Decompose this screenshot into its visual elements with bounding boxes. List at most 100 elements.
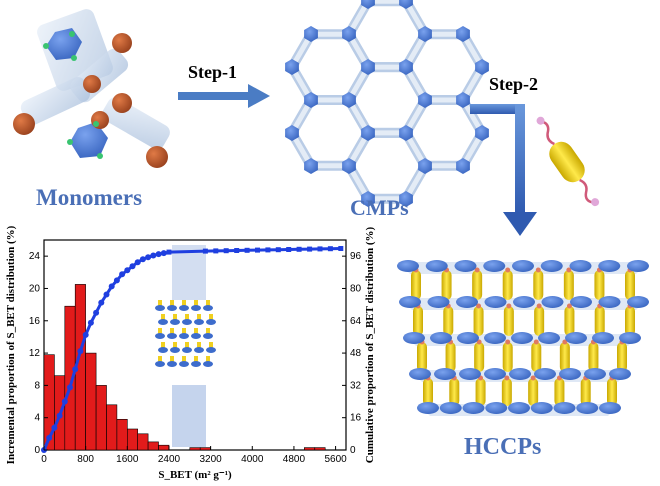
hccp-node bbox=[541, 296, 564, 308]
hccp-rod-cap bbox=[505, 339, 511, 345]
hccp-rod bbox=[443, 306, 454, 336]
hccp-node bbox=[484, 332, 506, 344]
hccp-framework bbox=[397, 260, 649, 416]
inset-hccp bbox=[155, 300, 216, 367]
inset-band-top bbox=[172, 245, 206, 300]
hccp-rod-cap bbox=[505, 267, 511, 273]
hccp-node bbox=[459, 368, 481, 380]
cumulative-point bbox=[255, 247, 260, 253]
cumulative-point bbox=[275, 247, 281, 253]
y-left-tick-label: 8 bbox=[34, 380, 40, 391]
cmp-node bbox=[342, 92, 356, 108]
cmp-node bbox=[399, 191, 413, 207]
cumulative-point bbox=[296, 246, 302, 252]
inset-band-bottom bbox=[172, 385, 206, 447]
hccp-node bbox=[456, 296, 478, 308]
hccp-rod-cap bbox=[474, 267, 480, 273]
cmp-node bbox=[456, 158, 470, 174]
cumulative-point bbox=[286, 247, 292, 252]
hccp-rod bbox=[617, 342, 627, 372]
hccp-rod bbox=[625, 270, 635, 300]
hccp-rod bbox=[534, 306, 545, 336]
monomers-label: Monomers bbox=[36, 185, 143, 210]
y-left-tick-label: 4 bbox=[34, 413, 40, 424]
hccp-node bbox=[508, 402, 530, 414]
cumulative-point bbox=[119, 271, 126, 278]
inset-node bbox=[167, 333, 177, 339]
y-left-axis-label: Incremental proportion of S_BET distribu… bbox=[5, 225, 17, 464]
inset-node bbox=[203, 305, 213, 311]
y-right-tick-label: 48 bbox=[350, 348, 362, 359]
inset-node bbox=[158, 319, 168, 325]
cumulative-point bbox=[67, 384, 73, 391]
inset-node bbox=[203, 333, 213, 339]
hccp-node bbox=[454, 260, 477, 272]
hccp-rod-cap bbox=[476, 339, 482, 345]
hccp-rod bbox=[501, 378, 512, 406]
hccp-node bbox=[569, 260, 592, 272]
bar bbox=[116, 418, 128, 451]
hccp-node bbox=[592, 332, 614, 344]
hccp-node bbox=[439, 402, 462, 414]
hccp-rod-cap bbox=[530, 375, 536, 381]
x-tick-label: 5600 bbox=[324, 454, 347, 465]
inset-node bbox=[170, 319, 180, 325]
cumulative-point bbox=[202, 248, 208, 254]
inset-node bbox=[155, 305, 165, 311]
cmp-node bbox=[399, 125, 413, 141]
cmp-node bbox=[361, 0, 375, 9]
bar bbox=[199, 447, 211, 451]
hccp-node bbox=[553, 402, 576, 414]
hccp-rod-cap bbox=[476, 303, 482, 309]
hccp-rod bbox=[472, 270, 483, 300]
inset-node bbox=[203, 361, 213, 367]
cumulative-point bbox=[150, 252, 157, 259]
bar bbox=[189, 447, 201, 451]
hccp-rod bbox=[502, 342, 513, 372]
cmp-node bbox=[361, 191, 375, 207]
cmp-node bbox=[361, 125, 375, 141]
hccp-node bbox=[534, 368, 556, 380]
cumulative-point bbox=[98, 299, 105, 306]
bar bbox=[147, 441, 159, 451]
hccp-node bbox=[484, 368, 506, 380]
x-tick-label: 2400 bbox=[158, 454, 181, 465]
inset-node bbox=[206, 347, 216, 353]
cumulative-point bbox=[93, 309, 100, 316]
hccp-rod bbox=[594, 306, 605, 336]
hccp-rod bbox=[625, 306, 635, 336]
cumulative-point bbox=[317, 246, 323, 252]
hccp-rod bbox=[580, 378, 591, 406]
cumulative-point bbox=[327, 246, 333, 252]
cmp-node bbox=[304, 92, 318, 108]
hccp-node bbox=[540, 260, 563, 272]
hccp-rod bbox=[531, 342, 542, 372]
x-axis-label: S_BET (m² g⁻¹) bbox=[158, 469, 232, 481]
cmp-node bbox=[399, 0, 413, 9]
hccp-rod bbox=[474, 342, 485, 372]
hccp-node bbox=[427, 296, 450, 308]
inset-node bbox=[155, 333, 165, 339]
hccp-node bbox=[485, 402, 508, 414]
cumulative-point bbox=[145, 254, 152, 261]
cumulative-point bbox=[82, 331, 89, 338]
hccp-node bbox=[609, 368, 631, 380]
bar bbox=[158, 444, 170, 451]
cumulative-point bbox=[56, 412, 63, 419]
cmp-node bbox=[418, 92, 432, 108]
cumulative-point bbox=[61, 398, 68, 405]
inset-node bbox=[191, 361, 201, 367]
linker-molecule bbox=[536, 116, 600, 207]
cumulative-point bbox=[72, 366, 79, 373]
sbet-distribution-chart: 0 800 1600 2400 3200 4000 4800 5600048121620240… bbox=[5, 225, 376, 481]
bar bbox=[127, 428, 139, 451]
cmp-node bbox=[304, 26, 318, 42]
x-tick-label: 4800 bbox=[283, 454, 306, 465]
cmp-node bbox=[285, 59, 299, 75]
hccp-node bbox=[425, 260, 448, 272]
cmp-node bbox=[418, 26, 432, 42]
inset-node bbox=[167, 305, 177, 311]
hccp-rod-cap bbox=[566, 267, 572, 273]
hccp-rod-cap bbox=[504, 375, 510, 381]
